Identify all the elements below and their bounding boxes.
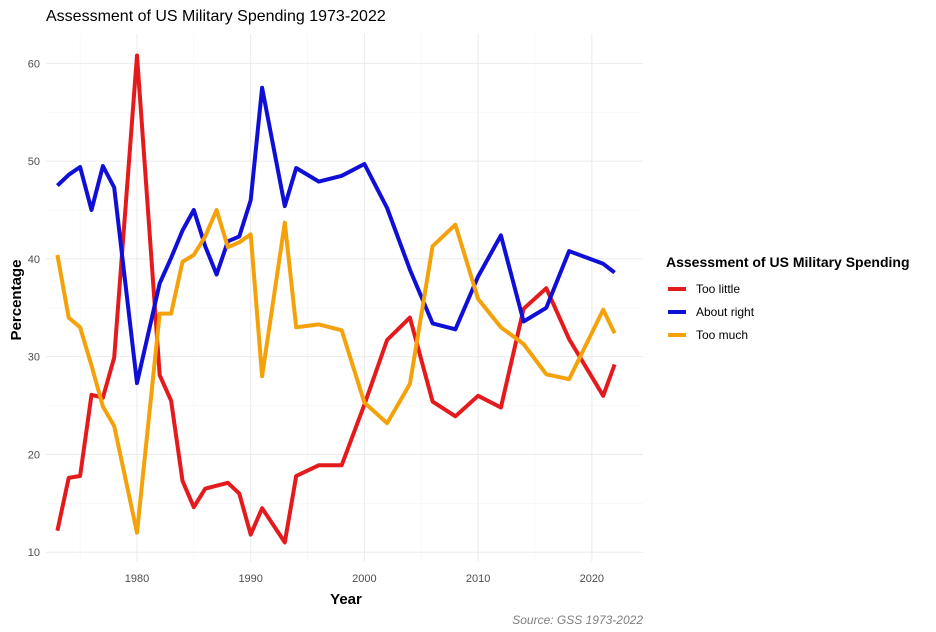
series-lines [55, 53, 617, 545]
legend-title: Assessment of US Military Spending [666, 254, 910, 270]
source-caption: Source: GSS 1973-2022 [512, 613, 643, 627]
legend-item-too-little: Too little [668, 282, 740, 296]
y-axis-ticks: 10 20 30 40 50 60 [28, 58, 40, 559]
legend-label: About right [696, 305, 755, 319]
y-tick-label: 10 [28, 547, 40, 559]
grid [46, 34, 643, 562]
series-line-too-little [55, 53, 617, 545]
y-tick-label: 60 [28, 58, 40, 70]
x-tick-label: 2010 [466, 573, 490, 585]
x-tick-label: 2020 [580, 573, 604, 585]
legend-item-about-right: About right [668, 305, 755, 319]
chart-title: Assessment of US Military Spending 1973-… [46, 8, 386, 25]
legend-label: Too much [696, 328, 748, 342]
x-axis-ticks: 1980 1990 2000 2010 2020 [125, 573, 604, 585]
x-tick-label: 2000 [352, 573, 376, 585]
y-tick-label: 20 [28, 449, 40, 461]
y-tick-label: 30 [28, 352, 40, 364]
legend-label: Too little [696, 282, 740, 296]
legend-item-too-much: Too much [668, 328, 748, 342]
x-tick-label: 1990 [238, 573, 262, 585]
y-tick-label: 50 [28, 156, 40, 168]
y-axis-title: Percentage [8, 260, 25, 341]
y-tick-label: 40 [28, 254, 40, 266]
series-line-too-much [55, 208, 617, 535]
x-tick-label: 1980 [125, 573, 149, 585]
series-line-about-right [56, 85, 616, 386]
legend-items: Too little About right Too much [668, 282, 755, 342]
x-axis-title: Year [330, 591, 362, 608]
legend: Assessment of US Military Spending Too l… [666, 254, 910, 342]
